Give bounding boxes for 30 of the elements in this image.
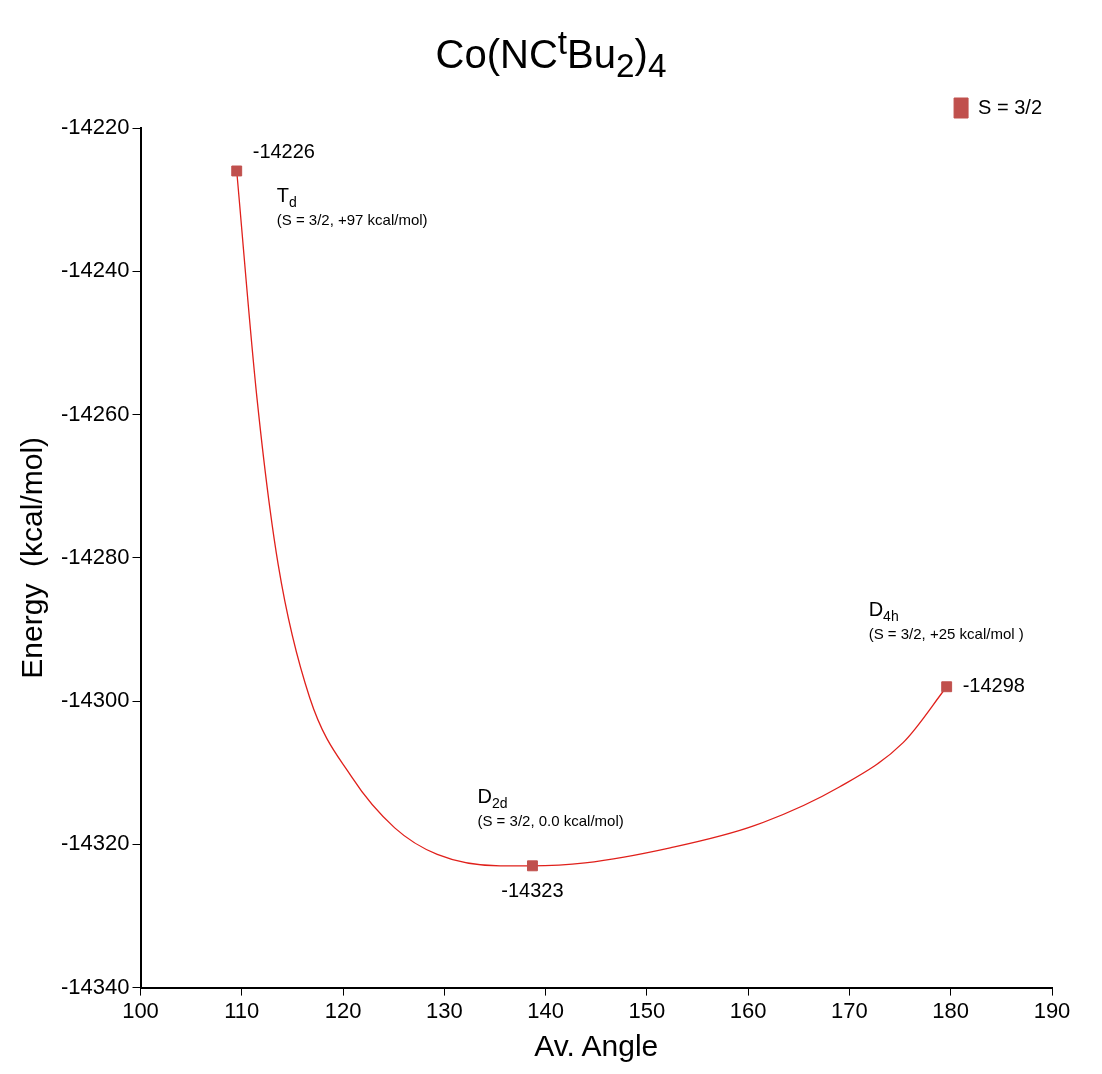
- y-tick-label: -14300: [60, 687, 130, 713]
- x-tick-label: 140: [527, 997, 564, 1023]
- annotation: (S = 3/2, +25 kcal/mol ): [868, 624, 1024, 642]
- y-tick-label: -14280: [60, 543, 130, 569]
- data-label: -14298: [962, 674, 1025, 697]
- data-label: -14323: [501, 879, 564, 902]
- chart-title: Co(NC$^{t}$Bu$_{2}$)$_{4}$: [434, 23, 668, 85]
- y-tick-label: -14240: [60, 257, 130, 283]
- x-tick-label: 180: [932, 997, 970, 1023]
- x-tick-label: 160: [729, 997, 767, 1023]
- x-tick-label: 100: [122, 997, 159, 1023]
- x-tick-label: 170: [831, 997, 868, 1023]
- y-tick-label: -14220: [60, 114, 130, 140]
- legend-label: S = 3/2: [978, 95, 1042, 118]
- point: [231, 165, 243, 177]
- y-tick-label: -14260: [60, 400, 130, 426]
- x-tick-label: 110: [224, 997, 260, 1023]
- y-axis-title: Energy (kcal/mol): [15, 436, 49, 679]
- annotation: (S = 3/2, 0.0 kcal/mol): [477, 811, 624, 829]
- data-label: -14226: [252, 140, 315, 163]
- x-tick-label: 120: [324, 997, 362, 1023]
- x-tick-label: 150: [628, 997, 666, 1023]
- point: [527, 860, 538, 872]
- y-tick-label: -14320: [60, 830, 130, 856]
- point: [941, 681, 953, 693]
- annotation: (S = 3/2, +97 kcal/mol): [276, 211, 428, 229]
- y-tick-label: -14340: [60, 973, 130, 999]
- x-tick-label: 190: [1033, 997, 1071, 1023]
- x-tick-label: 130: [425, 997, 463, 1023]
- x-axis-title: Av. Angle: [534, 1029, 659, 1063]
